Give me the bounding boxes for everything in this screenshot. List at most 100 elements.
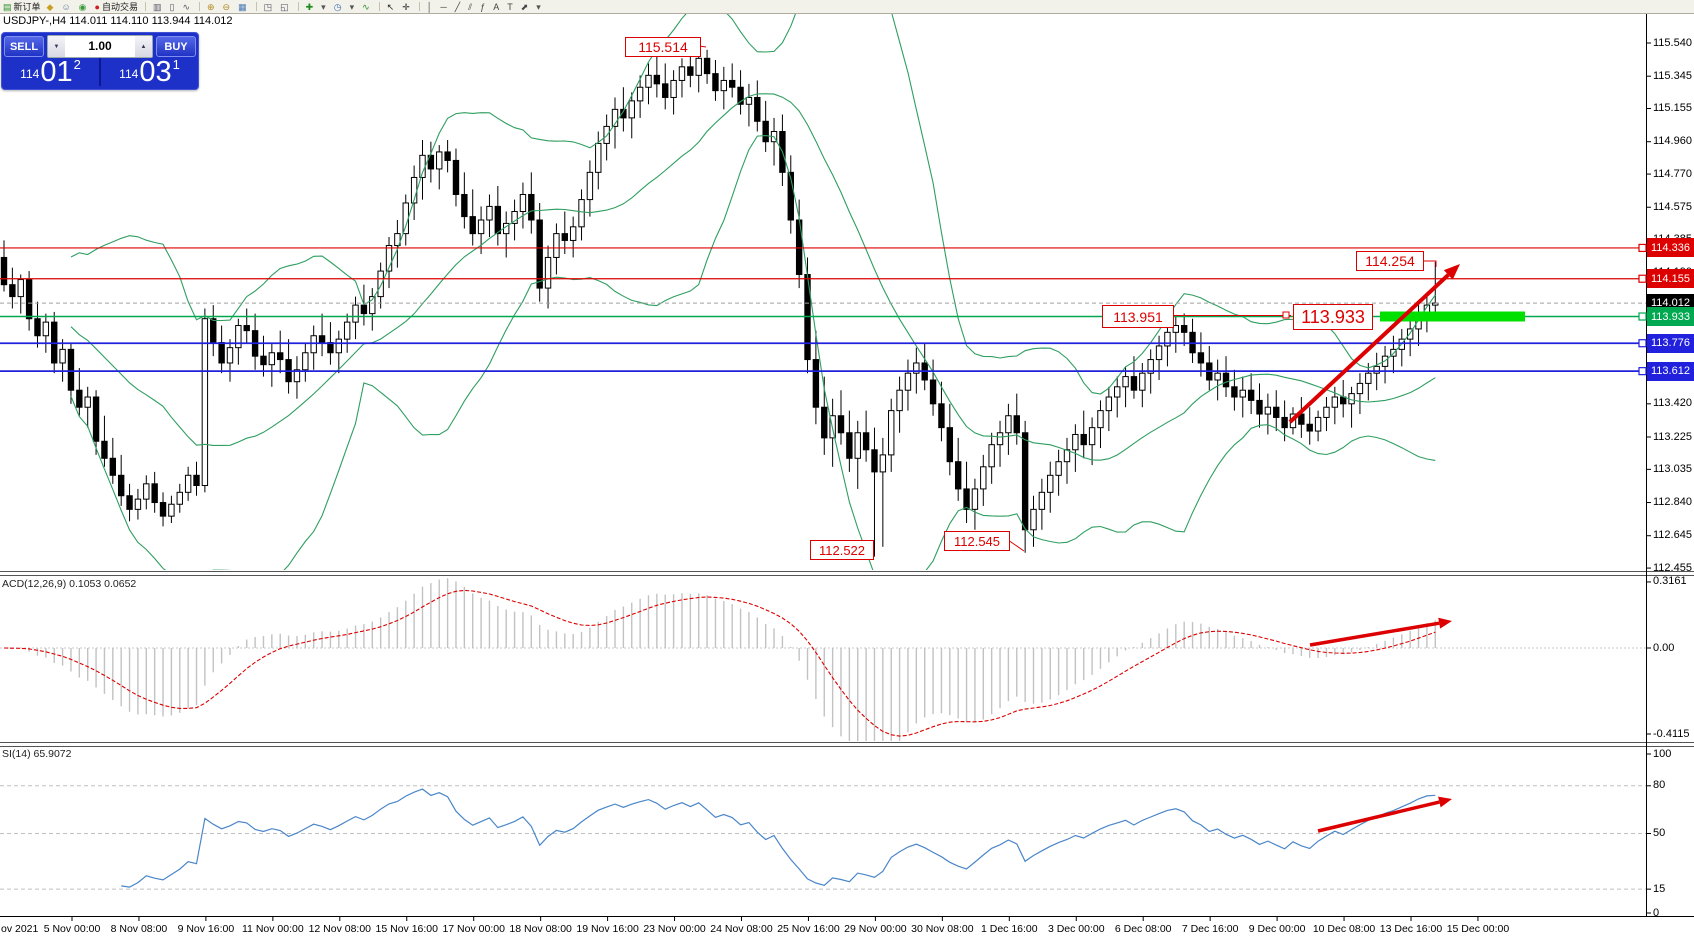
time-axis-label[interactable]: 13 Dec 16:00 [1379, 923, 1443, 935]
indicator-dropdown-icon[interactable]: ▾ [321, 2, 328, 12]
buy-price[interactable]: 114 03 1 [119, 56, 180, 88]
chart-shift-icon[interactable]: ◱ [280, 2, 291, 12]
price-annotation-113.933[interactable]: 113.933 [1293, 304, 1373, 330]
auto-scroll-icon[interactable]: ◳ [264, 2, 275, 12]
zoom-in-icon: ⊕ [206, 1, 215, 12]
time-axis-label[interactable]: 29 Nov 00:00 [844, 923, 907, 935]
trend-arrow-head [1443, 264, 1460, 280]
text-label-icon[interactable]: T [507, 2, 515, 12]
time-axis-label[interactable]: 23 Nov 00:00 [643, 923, 706, 935]
add-indicator-icon[interactable]: ✚ [306, 2, 316, 12]
time-axis-label[interactable]: 25 Nov 16:00 [777, 923, 840, 935]
price-pane[interactable] [0, 0, 1646, 597]
period-dropdown-icon: ▾ [349, 1, 355, 12]
price-annotation-112.522[interactable]: 112.522 [810, 540, 874, 560]
history-center-icon: ◆ [46, 1, 54, 12]
toolbar: ▤ 新订单 ◆ ☺ ◉ ● 自动交易 ▥ ▯ ∿ ⊕ ⊖ ▦ ◳ ◱ ✚ ▾ ◷ ▾ ∿ ↖ ✛ │ ─ ╱ ⫽ ƒ A T ⬈ ▾ [0, 0, 1694, 14]
channel-icon[interactable]: ⫽ [468, 2, 474, 12]
autotrading-button[interactable]: ● 自动交易 [95, 0, 138, 13]
time-axis-label[interactable]: 24 Nov 08:00 [710, 923, 773, 935]
price-tick-label: 114.960 [1653, 135, 1692, 148]
bar-chart-icon[interactable]: ▥ [153, 2, 164, 12]
symbol-ohlc-info: USDJPY-,H4 114.011 114.110 113.944 114.0… [3, 15, 233, 27]
add-indicator-icon: ✚ [305, 1, 314, 12]
time-axis-label[interactable]: ov 2021 [1, 923, 39, 935]
macd-pane[interactable] [0, 578, 1646, 754]
sell-price[interactable]: 114 01 2 [20, 56, 81, 88]
price-annotation-112.545[interactable]: 112.545 [944, 531, 1010, 551]
zoom-out-icon[interactable]: ⊖ [223, 2, 233, 12]
rsi-pane[interactable] [0, 785, 1646, 890]
arrows-dropdown-icon: ▾ [536, 1, 541, 12]
price-tick-label: 112.645 [1653, 529, 1692, 542]
trendline-icon[interactable]: ╱ [455, 2, 462, 12]
toolbar-separator [198, 2, 200, 11]
time-axis-label[interactable]: 1 Dec 16:00 [980, 923, 1038, 935]
horizontal-line-icon: ─ [440, 1, 447, 12]
time-axis-label[interactable]: 9 Nov 16:00 [177, 923, 235, 935]
horizontal-line-icon[interactable]: ─ [440, 2, 448, 12]
volume-up-button[interactable]: ▲ [135, 36, 152, 57]
time-axis-label[interactable]: 12 Nov 08:00 [308, 923, 372, 935]
arrows-icon: ⬈ [520, 1, 529, 12]
zoom-in-icon[interactable]: ⊕ [207, 2, 217, 12]
arrows-icon[interactable]: ⬈ [521, 2, 531, 12]
time-axis-label[interactable]: 10 Dec 08:00 [1312, 923, 1376, 935]
macd-scale-label: -0.4115 [1653, 727, 1690, 740]
period-icon[interactable]: ◷ [334, 2, 344, 12]
time-axis-label[interactable]: 9 Dec 00:00 [1248, 923, 1306, 935]
price-tick-label: 112.840 [1653, 496, 1692, 509]
market-watch-icon[interactable]: ☺ [61, 2, 72, 12]
time-axis-label[interactable]: 11 Nov 00:00 [242, 923, 304, 935]
volume-value[interactable]: 1.00 [65, 36, 135, 57]
text-label-icon: T [507, 1, 513, 12]
trend-arrow-head [1438, 796, 1452, 808]
signals-icon[interactable]: ◉ [79, 2, 89, 12]
fibonacci-icon[interactable]: ƒ [480, 2, 487, 12]
line-price-label: 113.933 [1647, 307, 1694, 326]
price-annotation-113.951[interactable]: 113.951 [1102, 305, 1174, 328]
volume-down-button[interactable]: ▼ [48, 36, 65, 57]
time-axis-label[interactable]: 19 Nov 16:00 [576, 923, 639, 935]
signals-icon: ◉ [78, 1, 87, 12]
time-axis-label[interactable]: 8 Nov 08:00 [110, 923, 168, 935]
history-center-icon[interactable]: ◆ [47, 2, 56, 12]
templates-icon[interactable]: ∿ [362, 2, 372, 12]
time-axis-label[interactable]: 15 Nov 16:00 [375, 923, 438, 935]
auto-scroll-icon: ◳ [263, 1, 273, 12]
price-tick-label: 113.225 [1653, 430, 1692, 443]
buy-button[interactable]: BUY [156, 36, 196, 57]
tile-windows-icon: ▦ [238, 1, 247, 12]
candlestick-chart-icon[interactable]: ▯ [169, 2, 176, 12]
vertical-line-icon[interactable]: │ [427, 2, 435, 12]
new-order-button[interactable]: ▤ 新订单 [3, 0, 41, 13]
rsi-scale-label: 50 [1653, 827, 1666, 839]
toolbar-separator [144, 2, 146, 11]
price-annotation-114.254[interactable]: 114.254 [1356, 251, 1424, 271]
time-axis-label[interactable]: 30 Nov 08:00 [911, 923, 974, 935]
time-axis-label[interactable]: 17 Nov 00:00 [442, 923, 505, 935]
time-axis-label[interactable]: 5 Nov 00:00 [43, 923, 101, 935]
autotrading-button: ● [94, 1, 100, 12]
line-price-label: 113.612 [1647, 361, 1694, 381]
one-click-trade-panel: SELL ▼ 1.00 ▲ BUY 114 01 2 114 03 1 [1, 32, 199, 90]
tile-windows-icon[interactable]: ▦ [238, 2, 249, 12]
period-icon: ◷ [333, 1, 342, 12]
arrows-dropdown-icon[interactable]: ▾ [536, 2, 543, 12]
line-chart-icon[interactable]: ∿ [182, 2, 192, 12]
autotrading-button-label: 自动交易 [101, 2, 138, 12]
price-annotation-115.514[interactable]: 115.514 [625, 37, 701, 57]
sell-button[interactable]: SELL [4, 36, 44, 57]
time-axis-label[interactable]: 15 Dec 00:00 [1446, 923, 1510, 935]
time-axis-label[interactable]: 7 Dec 16:00 [1181, 923, 1239, 935]
cursor-icon[interactable]: ↖ [387, 2, 397, 12]
bollinger-lower [70, 135, 1436, 570]
time-axis-label[interactable]: 6 Dec 08:00 [1114, 923, 1172, 935]
toolbar-separator [297, 2, 299, 11]
text-icon[interactable]: A [493, 2, 501, 12]
period-dropdown-icon[interactable]: ▾ [350, 2, 357, 12]
time-axis-label[interactable]: 3 Dec 00:00 [1047, 923, 1105, 935]
crosshair-icon[interactable]: ✛ [402, 2, 412, 12]
time-axis-label[interactable]: 18 Nov 08:00 [509, 923, 572, 935]
